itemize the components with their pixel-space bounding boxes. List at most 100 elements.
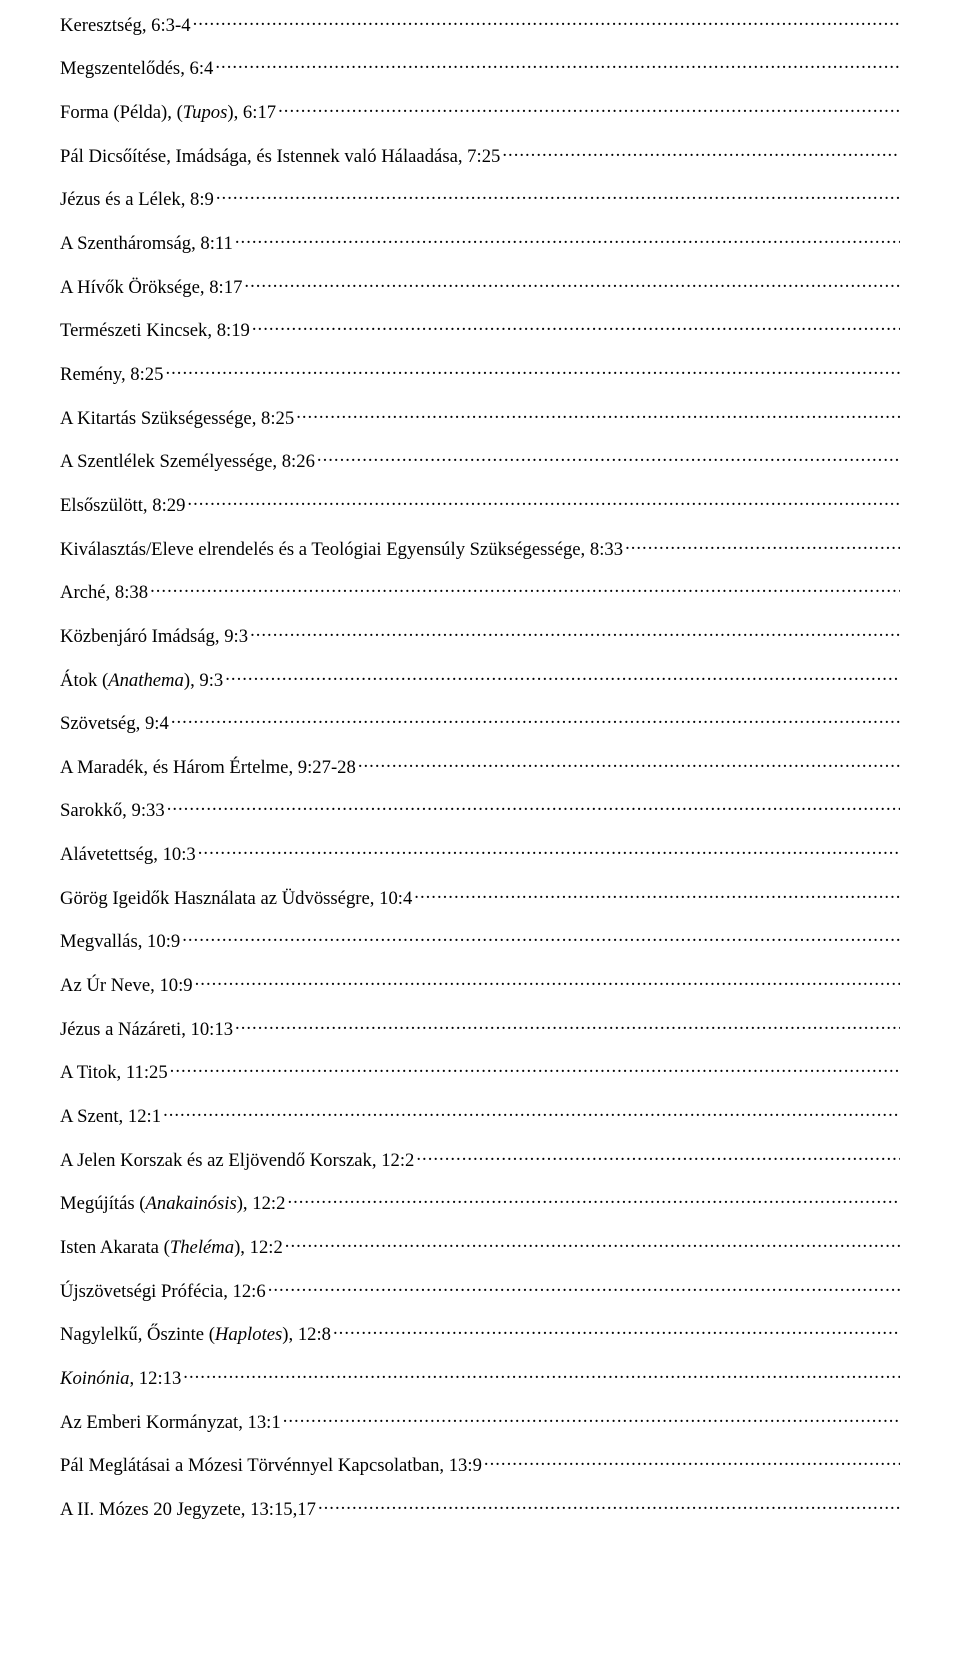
toc-entry-label: Arché, 8:38 [60, 582, 148, 604]
toc-text: Pál Dicsőítése, Imádsága, és Istennek va… [60, 146, 500, 167]
toc-entry: Átok (Anathema), 9:3 [60, 667, 900, 692]
leader-dots [484, 1453, 900, 1472]
toc-entry-label: Forma (Példa), (Tupos), 6:17 [60, 102, 276, 124]
leader-dots [187, 492, 900, 511]
toc-text: Isten Akarata ( [60, 1237, 170, 1258]
leader-dots [183, 1365, 900, 1384]
leader-dots [165, 361, 900, 380]
toc-entry: Sarokkő, 9:33 [60, 798, 900, 823]
toc-text: Remény, 8:25 [60, 364, 163, 385]
toc-entry-label: A Maradék, és Három Értelme, 9:27-28 [60, 757, 356, 779]
toc-entry: Arché, 8:38 [60, 580, 900, 605]
leader-dots [268, 1278, 900, 1297]
toc-text: A II. Mózes 20 Jegyzete, 13:15,17 [60, 1499, 316, 1520]
toc-text: Az Emberi Kormányzat, 13:1 [60, 1412, 281, 1433]
toc-entry: Megújítás (Anakainósis), 12:2 [60, 1191, 900, 1216]
toc-entry-label: Keresztség, 6:3-4 [60, 15, 191, 37]
leader-dots [416, 1147, 900, 1166]
toc-text: A Jelen Korszak és az Eljövendő Korszak,… [60, 1150, 414, 1171]
toc-text: Közbenjáró Imádság, 9:3 [60, 626, 248, 647]
toc-text: Kiválasztás/Eleve elrendelés és a Teológ… [60, 539, 623, 560]
leader-dots [287, 1191, 900, 1210]
toc-entry-label: Elsőszülött, 8:29 [60, 495, 185, 517]
leader-dots [333, 1322, 900, 1341]
toc-entry: A Hívők Öröksége, 8:17 [60, 274, 900, 299]
leader-dots [150, 580, 900, 599]
toc-entry-label: A Titok, 11:25 [60, 1062, 168, 1084]
toc-entry: Pál Meglátásai a Mózesi Törvénnyel Kapcs… [60, 1453, 900, 1478]
toc-text: ), 9:3 [184, 670, 223, 691]
toc-entry: A Titok, 11:25 [60, 1060, 900, 1085]
leader-dots [278, 99, 900, 118]
leader-dots [625, 536, 900, 555]
toc-entry-label: A Jelen Korszak és az Eljövendő Korszak,… [60, 1150, 414, 1172]
toc-entry: Keresztség, 6:3-4 [60, 12, 900, 37]
toc-list: Keresztség, 6:3-4 Megszentelődés, 6:4 Form… [60, 12, 900, 1540]
toc-entry-label: Átok (Anathema), 9:3 [60, 670, 223, 692]
toc-text: A Szentlélek Személyessége, 8:26 [60, 451, 315, 472]
toc-entry: A Jelen Korszak és az Eljövendő Korszak,… [60, 1147, 900, 1172]
toc-entry: A Kitartás Szükségessége, 8:25 [60, 405, 900, 430]
toc-text: Elsőszülött, 8:29 [60, 495, 185, 516]
toc-entry: Az Úr Neve, 10:9 [60, 972, 900, 997]
toc-entry: A Szentháromság, 8:11 [60, 230, 900, 255]
toc-text: Pál Meglátásai a Mózesi Törvénnyel Kapcs… [60, 1455, 482, 1476]
toc-text: Az Úr Neve, 10:9 [60, 975, 193, 996]
leader-dots [252, 318, 900, 337]
toc-text: Megvallás, 10:9 [60, 931, 180, 952]
toc-entry: A II. Mózes 20 Jegyzete, 13:15,17 [60, 1496, 900, 1521]
toc-entry-label: Szövetség, 9:4 [60, 713, 169, 735]
toc-entry: Pál Dicsőítése, Imádsága, és Istennek va… [60, 143, 900, 168]
toc-text: Megújítás ( [60, 1193, 146, 1214]
toc-entry: Nagylelkű, Őszinte (Haplotes), 12:8 [60, 1322, 900, 1347]
toc-entry-label: Megújítás (Anakainósis), 12:2 [60, 1193, 285, 1215]
leader-dots [170, 1060, 900, 1079]
toc-entry: Megszentelődés, 6:4 [60, 56, 900, 81]
toc-entry-label: Az Úr Neve, 10:9 [60, 975, 193, 997]
toc-entry: Jézus a Názáreti, 10:13 [60, 1016, 900, 1041]
toc-text-italic: Anathema [108, 670, 184, 691]
leader-dots [216, 187, 900, 206]
toc-text: A Titok, 11:25 [60, 1062, 168, 1083]
toc-entry: Remény, 8:25 [60, 361, 900, 386]
leader-dots [244, 274, 900, 293]
toc-text: Jézus a Názáreti, 10:13 [60, 1019, 233, 1040]
toc-entry-label: Alávetettség, 10:3 [60, 844, 196, 866]
toc-text: Keresztség, 6:3-4 [60, 15, 191, 36]
toc-entry-label: Pál Meglátásai a Mózesi Törvénnyel Kapcs… [60, 1455, 482, 1477]
toc-text: A Maradék, és Három Értelme, 9:27-28 [60, 757, 356, 778]
leader-dots [318, 1496, 900, 1515]
leader-dots [195, 972, 900, 991]
toc-entry-label: Jézus a Názáreti, 10:13 [60, 1019, 233, 1041]
toc-text-italic: Haplotes [215, 1324, 282, 1345]
toc-entry: Közbenjáró Imádság, 9:3 [60, 623, 900, 648]
toc-text: A Szentháromság, 8:11 [60, 233, 233, 254]
toc-entry-label: Jézus és a Lélek, 8:9 [60, 189, 214, 211]
toc-entry-label: Nagylelkű, Őszinte (Haplotes), 12:8 [60, 1324, 331, 1346]
toc-entry: Megvallás, 10:9 [60, 929, 900, 954]
leader-dots [171, 711, 900, 730]
toc-entry: Jézus és a Lélek, 8:9 [60, 187, 900, 212]
leader-dots [167, 798, 900, 817]
toc-entry-label: Természeti Kincsek, 8:19 [60, 320, 250, 342]
leader-dots [235, 1016, 900, 1035]
toc-text: ), 12:2 [234, 1237, 283, 1258]
toc-entry: Isten Akarata (Theléma), 12:2 [60, 1234, 900, 1259]
toc-text: ), 6:17 [227, 102, 276, 123]
toc-entry-label: A II. Mózes 20 Jegyzete, 13:15,17 [60, 1499, 316, 1521]
toc-entry-label: A Kitartás Szükségessége, 8:25 [60, 408, 294, 430]
leader-dots [182, 929, 900, 948]
toc-text: , 12:13 [129, 1368, 181, 1389]
leader-dots [225, 667, 900, 686]
toc-entry-label: A Szentlélek Személyessége, 8:26 [60, 451, 315, 473]
toc-entry: Az Emberi Kormányzat, 13:1 [60, 1409, 900, 1434]
toc-entry-label: Megszentelődés, 6:4 [60, 58, 213, 80]
toc-entry: Elsőszülött, 8:29 [60, 492, 900, 517]
toc-text-italic: Tupos [183, 102, 228, 123]
toc-entry: A Szentlélek Személyessége, 8:26 [60, 449, 900, 474]
toc-entry: Koinónia, 12:13 [60, 1365, 900, 1390]
toc-text: Természeti Kincsek, 8:19 [60, 320, 250, 341]
toc-entry-label: Megvallás, 10:9 [60, 931, 180, 953]
toc-text: ), 12:2 [237, 1193, 286, 1214]
toc-entry-label: Pál Dicsőítése, Imádsága, és Istennek va… [60, 146, 500, 168]
